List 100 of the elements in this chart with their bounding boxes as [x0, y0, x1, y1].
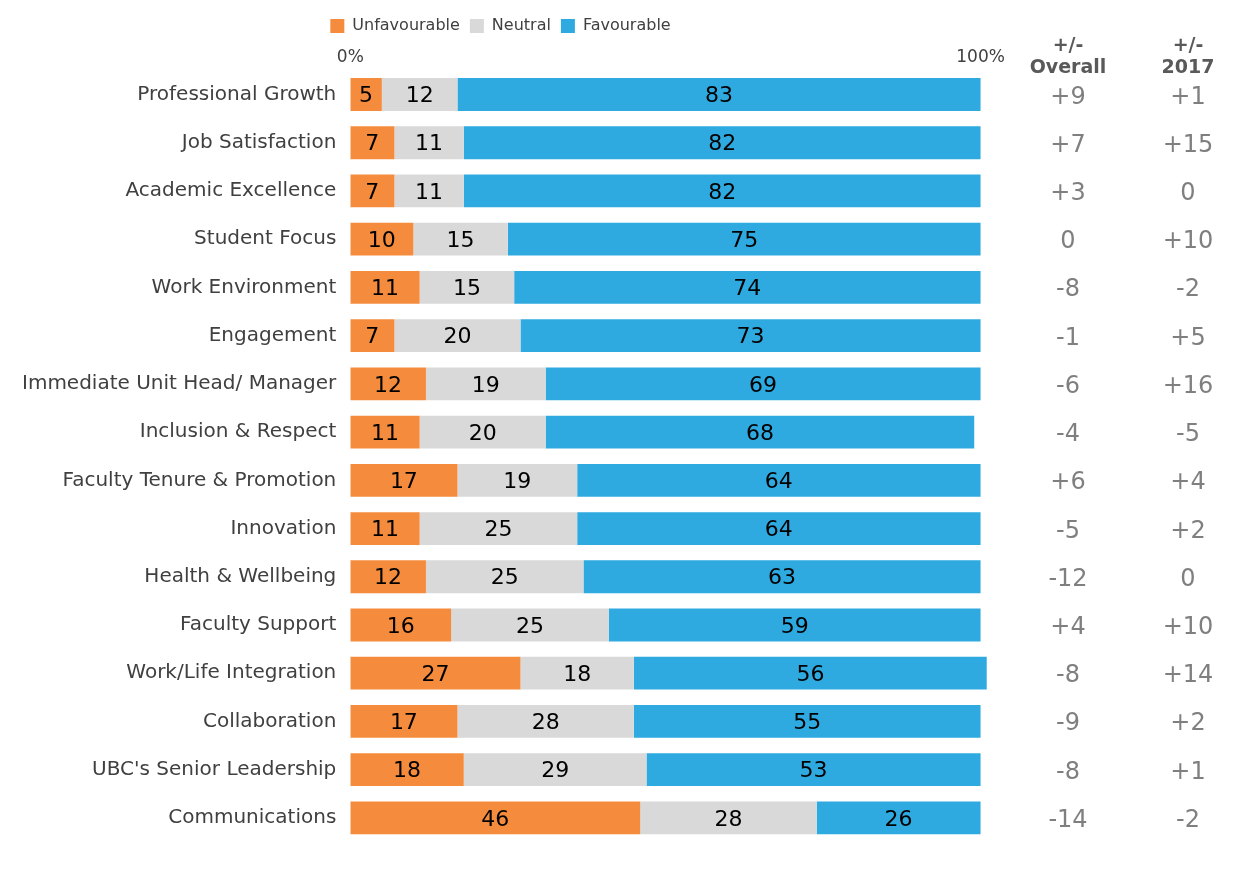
data-label: 15	[452, 275, 481, 301]
text: +/- 2017	[1160, 32, 1216, 77]
data-label: 11	[370, 419, 399, 445]
legend-label: Favourable	[582, 15, 671, 35]
data-label: 74	[733, 275, 762, 301]
y-tick-label: Academic Excellence	[125, 177, 337, 202]
data-label: 11	[415, 130, 444, 156]
data-label: 56	[796, 660, 825, 686]
data-label: 64	[764, 516, 793, 542]
data-label: 28	[531, 709, 560, 735]
bar	[457, 78, 981, 111]
y-tick-label: Professional Growth	[137, 80, 337, 105]
text: +15	[1162, 129, 1214, 158]
text: -14	[1048, 804, 1088, 833]
data-label: 20	[443, 323, 472, 349]
bar	[633, 705, 981, 738]
bar	[646, 753, 981, 787]
bar	[350, 126, 395, 160]
data-label: 7	[365, 130, 380, 156]
bar	[463, 174, 981, 208]
data-label: 59	[780, 612, 809, 638]
text: -5	[1176, 419, 1200, 448]
y-tick-label: Work/Life Integration	[126, 659, 337, 684]
bar	[425, 367, 546, 401]
text: 0	[1060, 226, 1076, 255]
data-label: 7	[365, 323, 380, 349]
y-tick-label: Health & Wellbeing	[144, 562, 337, 587]
data-label: 10	[367, 226, 396, 252]
text: 0	[1180, 563, 1196, 592]
bar	[633, 656, 987, 690]
x-tick-label: 100%	[956, 45, 1005, 66]
data-label: 25	[484, 516, 513, 542]
bar	[394, 174, 464, 208]
bar	[350, 367, 426, 401]
data-label: 82	[708, 178, 737, 204]
y-tick-label: Inclusion & Respect	[139, 418, 337, 443]
bar	[514, 271, 981, 304]
bar	[419, 512, 578, 545]
text: -5	[1056, 515, 1080, 544]
bar	[350, 801, 641, 835]
text: -9	[1056, 708, 1080, 737]
bar	[463, 753, 647, 787]
bar	[577, 463, 981, 497]
bar	[350, 463, 458, 497]
bar	[545, 415, 975, 449]
y-tick-label: Student Focus	[194, 225, 337, 250]
bar	[350, 560, 426, 594]
y-tick-label: Communications	[168, 804, 337, 829]
x-tick-label: 0%	[336, 45, 364, 66]
data-label: 15	[446, 226, 475, 252]
y-tick-label: UBC's Senior Leadership	[92, 755, 337, 780]
text: +9	[1050, 81, 1086, 110]
data-label: 19	[503, 468, 532, 494]
y-tick-label: Faculty Support	[180, 611, 337, 636]
text: -6	[1056, 370, 1080, 399]
text: +10	[1162, 226, 1214, 255]
y-tick-label: Collaboration	[203, 707, 337, 732]
text: +7	[1050, 129, 1086, 158]
data-label: 25	[515, 612, 544, 638]
data-label: 11	[415, 178, 444, 204]
data-label: 64	[764, 468, 793, 494]
bar	[577, 512, 981, 545]
data-label: 12	[374, 371, 403, 397]
data-label: 26	[884, 805, 913, 831]
data-label: 28	[714, 805, 743, 831]
y-tick-label: Engagement	[208, 321, 337, 346]
data-label: 29	[541, 757, 570, 783]
bar	[425, 560, 584, 594]
data-label: 16	[386, 612, 415, 638]
text: -8	[1056, 660, 1080, 689]
data-label: 69	[749, 371, 778, 397]
text: -2	[1176, 804, 1200, 833]
bar	[350, 705, 458, 738]
data-label: 17	[389, 709, 418, 735]
data-label: 68	[745, 419, 774, 445]
text: -2	[1176, 274, 1200, 303]
text: +16	[1162, 370, 1214, 399]
text: +2	[1170, 515, 1206, 544]
bar	[350, 753, 464, 787]
bar	[350, 512, 420, 545]
data-label: 27	[421, 660, 450, 686]
text: -4	[1056, 419, 1080, 448]
bar	[350, 271, 420, 304]
data-label: 20	[468, 419, 497, 445]
data-label: 82	[708, 130, 737, 156]
bar	[419, 415, 546, 449]
bar	[350, 78, 382, 111]
bar	[419, 271, 515, 304]
bar	[816, 801, 981, 835]
bar	[381, 78, 458, 111]
data-label: 12	[374, 564, 403, 590]
y-tick-label: Faculty Tenure & Promotion	[62, 466, 337, 491]
text: +14	[1162, 660, 1214, 689]
bar	[350, 222, 414, 256]
data-label: 12	[405, 82, 434, 108]
bar	[583, 560, 981, 594]
bar	[451, 608, 609, 642]
bar	[640, 801, 817, 835]
bar	[507, 222, 981, 256]
text: -8	[1056, 274, 1080, 303]
